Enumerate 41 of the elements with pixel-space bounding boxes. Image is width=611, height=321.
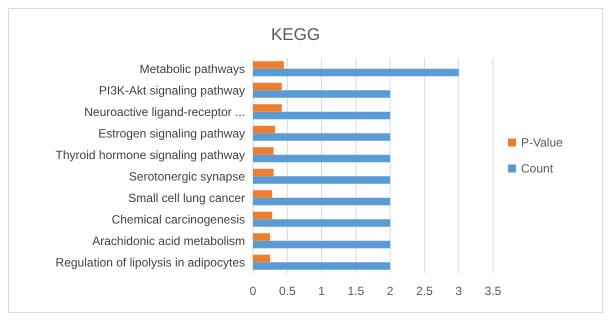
y-tick-label: Serotonergic synapse bbox=[128, 169, 246, 184]
x-tick-label: 1.5 bbox=[348, 284, 365, 298]
x-tick-label: 0 bbox=[250, 284, 257, 298]
legend-label: Count bbox=[521, 162, 554, 176]
bar bbox=[253, 147, 274, 155]
bar bbox=[253, 154, 390, 162]
x-tick-label: 1 bbox=[318, 284, 326, 298]
bar bbox=[253, 61, 284, 69]
x-tick-label: 2.5 bbox=[416, 284, 434, 298]
bar bbox=[253, 254, 270, 262]
bar bbox=[253, 133, 390, 141]
legend-label: P-Value bbox=[521, 136, 564, 150]
bar bbox=[253, 82, 282, 90]
y-tick-label: PI3K-Akt signaling pathway bbox=[98, 83, 245, 98]
y-tick-label: Regulation of lipolysis in adipocytes bbox=[56, 255, 245, 270]
bar bbox=[253, 198, 390, 206]
bar bbox=[253, 190, 272, 198]
bar bbox=[253, 112, 390, 120]
bar bbox=[253, 212, 272, 220]
x-tick-label: 3 bbox=[455, 284, 462, 298]
x-tick-label: 0.5 bbox=[278, 284, 296, 298]
bar bbox=[253, 176, 390, 184]
y-tick-label: Metabolic pathways bbox=[140, 62, 245, 76]
bar bbox=[253, 240, 390, 248]
y-tick-label: Arachidonic acid metabolism bbox=[92, 234, 245, 248]
bar bbox=[253, 104, 282, 112]
y-tick-label: Estrogen signaling pathway bbox=[98, 126, 245, 140]
bar bbox=[253, 233, 270, 241]
y-tick-label: Chemical carcinogenesis bbox=[112, 212, 245, 226]
chart-title: KEGG bbox=[270, 25, 320, 44]
y-tick-label: Thyroid hormone signaling pathway bbox=[56, 148, 245, 162]
bar bbox=[253, 68, 459, 76]
bar bbox=[253, 126, 275, 134]
bar bbox=[253, 219, 390, 227]
bar bbox=[253, 90, 390, 98]
x-tick-label: 2 bbox=[386, 284, 394, 298]
x-tick-label: 3.5 bbox=[484, 284, 502, 298]
bar bbox=[253, 168, 274, 176]
y-tick-label: Small cell lung cancer bbox=[128, 190, 246, 205]
y-tick-label: Neuroactive ligand-receptor ... bbox=[84, 104, 245, 119]
bar bbox=[253, 262, 390, 270]
